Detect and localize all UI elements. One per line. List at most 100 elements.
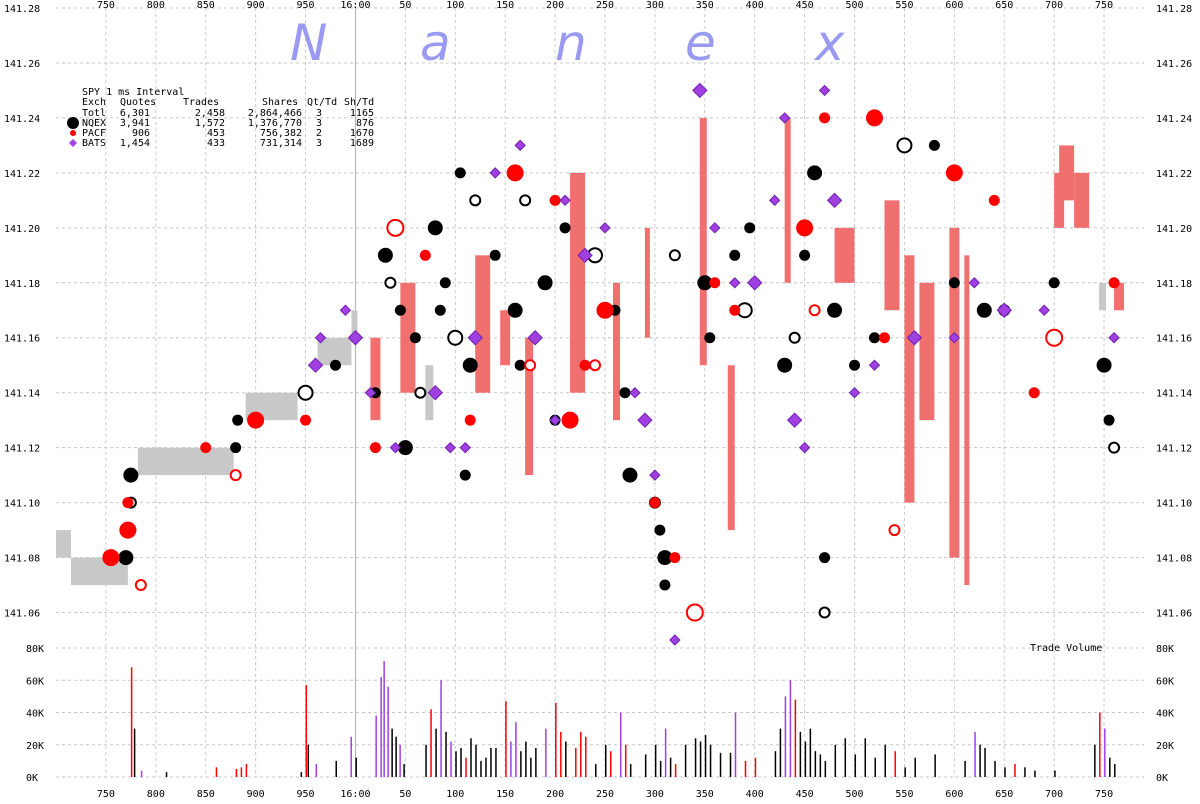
x-tick-label-bottom: 16:00	[340, 789, 370, 800]
pacf-quote-marker	[579, 359, 591, 371]
volume-bar	[383, 660, 385, 777]
nqex-quote-marker	[668, 249, 681, 262]
volume-bar	[609, 751, 612, 777]
legend-table: SPY 1 ms Interval Exch Quotes Trades Sha…	[67, 87, 374, 149]
volume-bar	[914, 757, 916, 777]
bats-quote-marker	[1038, 304, 1050, 316]
bats-quote-marker	[314, 332, 327, 344]
volume-bar	[624, 744, 627, 777]
spread-band	[351, 310, 358, 338]
volume-bar	[133, 728, 136, 777]
legend-qt-td: 2	[316, 128, 322, 139]
pacf-quote-marker	[419, 249, 431, 261]
spread-band	[949, 227, 960, 558]
legend-bats-marker-icon	[69, 139, 77, 147]
y-tick-label-right: 141.08	[1156, 554, 1192, 565]
legend-trades: 2,458	[195, 108, 225, 119]
legend-header-exch: Exch	[82, 97, 106, 108]
volume-tick-label-right: 80K	[1156, 644, 1174, 655]
spread-band	[834, 227, 855, 283]
legend-shares: 1,376,770	[248, 118, 302, 129]
y-tick-label-left: 141.18	[4, 279, 40, 290]
legend-trades: 453	[207, 128, 225, 139]
x-tick-label-bottom: 650	[995, 789, 1013, 800]
volume-bar	[375, 715, 377, 777]
volume-bar	[674, 764, 677, 777]
pacf-quote-marker	[808, 304, 821, 317]
x-tick-label-top: 700	[1045, 0, 1063, 11]
pacf-quote-marker	[1108, 277, 1120, 289]
volume-bar	[480, 760, 482, 777]
volume-bar	[1104, 728, 1106, 777]
legend-header-trades: Trades	[183, 97, 219, 108]
volume-bar	[595, 764, 597, 777]
legend-header-sh-td: Sh/Td	[344, 97, 374, 108]
pacf-quote-marker	[464, 414, 476, 426]
volume-bar	[387, 686, 389, 777]
nqex-quote-marker	[1048, 277, 1060, 289]
volume-bar	[784, 696, 787, 777]
nqex-quote-marker	[948, 277, 960, 289]
x-tick-label-top: 900	[247, 0, 265, 11]
pacf-quote-marker	[122, 497, 134, 509]
y-tick-label-left: 141.10	[4, 499, 40, 510]
y-tick-label-left: 141.14	[4, 389, 40, 400]
volume-bar	[684, 744, 687, 777]
x-tick-label-bottom: 500	[846, 789, 864, 800]
volume-bar	[391, 728, 393, 777]
volume-bar	[460, 747, 462, 777]
bats-quote-marker	[339, 304, 352, 316]
pacf-quote-marker	[685, 603, 704, 622]
nqex-quote-marker	[519, 194, 532, 207]
watermark-letter: e	[685, 14, 716, 72]
legend-header-qt-td: Qt/Td	[307, 97, 337, 108]
spread-band	[1059, 145, 1075, 201]
nqex-quote-marker	[454, 167, 466, 179]
pacf-quote-marker	[649, 497, 661, 509]
y-tick-label-right: 141.06	[1156, 609, 1192, 620]
bats-quote-marker	[559, 194, 571, 207]
nanex-watermark: N a n e x	[290, 14, 845, 72]
volume-bar	[894, 751, 896, 777]
pacf-quote-marker	[561, 411, 579, 429]
y-tick-label-left: 141.28	[4, 4, 40, 15]
pacf-quote-marker	[865, 109, 883, 127]
volume-bar	[545, 728, 547, 777]
spread-band	[137, 447, 234, 476]
legend-exch: BATS	[82, 138, 106, 149]
bats-quote-marker	[868, 359, 881, 371]
volume-tick-label-left: 40K	[26, 709, 44, 720]
volume-bar	[535, 747, 537, 777]
volume-bar	[505, 701, 507, 777]
nqex-quote-marker	[827, 302, 843, 318]
legend-sh-td: 1670	[350, 128, 374, 139]
volume-tick-label-left: 60K	[26, 676, 44, 687]
x-tick-label-top: 50	[399, 0, 411, 11]
bats-quote-marker	[948, 332, 961, 344]
volume-bar	[585, 736, 587, 777]
volume-bar	[380, 677, 382, 777]
y-tick-label-right: 141.14	[1156, 389, 1192, 400]
volume-bar	[664, 728, 667, 777]
spread-band	[525, 337, 534, 476]
x-tick-label-top: 450	[796, 0, 814, 11]
x-tick-label-bottom: 700	[1045, 789, 1063, 800]
watermark-letter: n	[555, 14, 587, 72]
spread-band	[644, 227, 650, 338]
nqex-quote-marker	[1096, 357, 1112, 373]
volume-bar	[1094, 744, 1096, 777]
bats-quote-marker	[786, 412, 803, 428]
volume-bar	[744, 760, 747, 777]
y-tick-label-left: 141.06	[4, 609, 40, 620]
nqex-quote-marker	[777, 357, 793, 373]
volume-bar	[130, 667, 133, 777]
bats-quote-marker	[427, 384, 444, 401]
volume-bar	[430, 709, 432, 777]
volume-bar	[470, 738, 472, 777]
quote-marker-layer	[102, 82, 1121, 646]
volume-tick-label-right: 0K	[1156, 773, 1168, 784]
volume-bar	[789, 680, 792, 777]
pacf-quote-marker	[369, 442, 381, 454]
nqex-quote-marker	[819, 552, 831, 564]
